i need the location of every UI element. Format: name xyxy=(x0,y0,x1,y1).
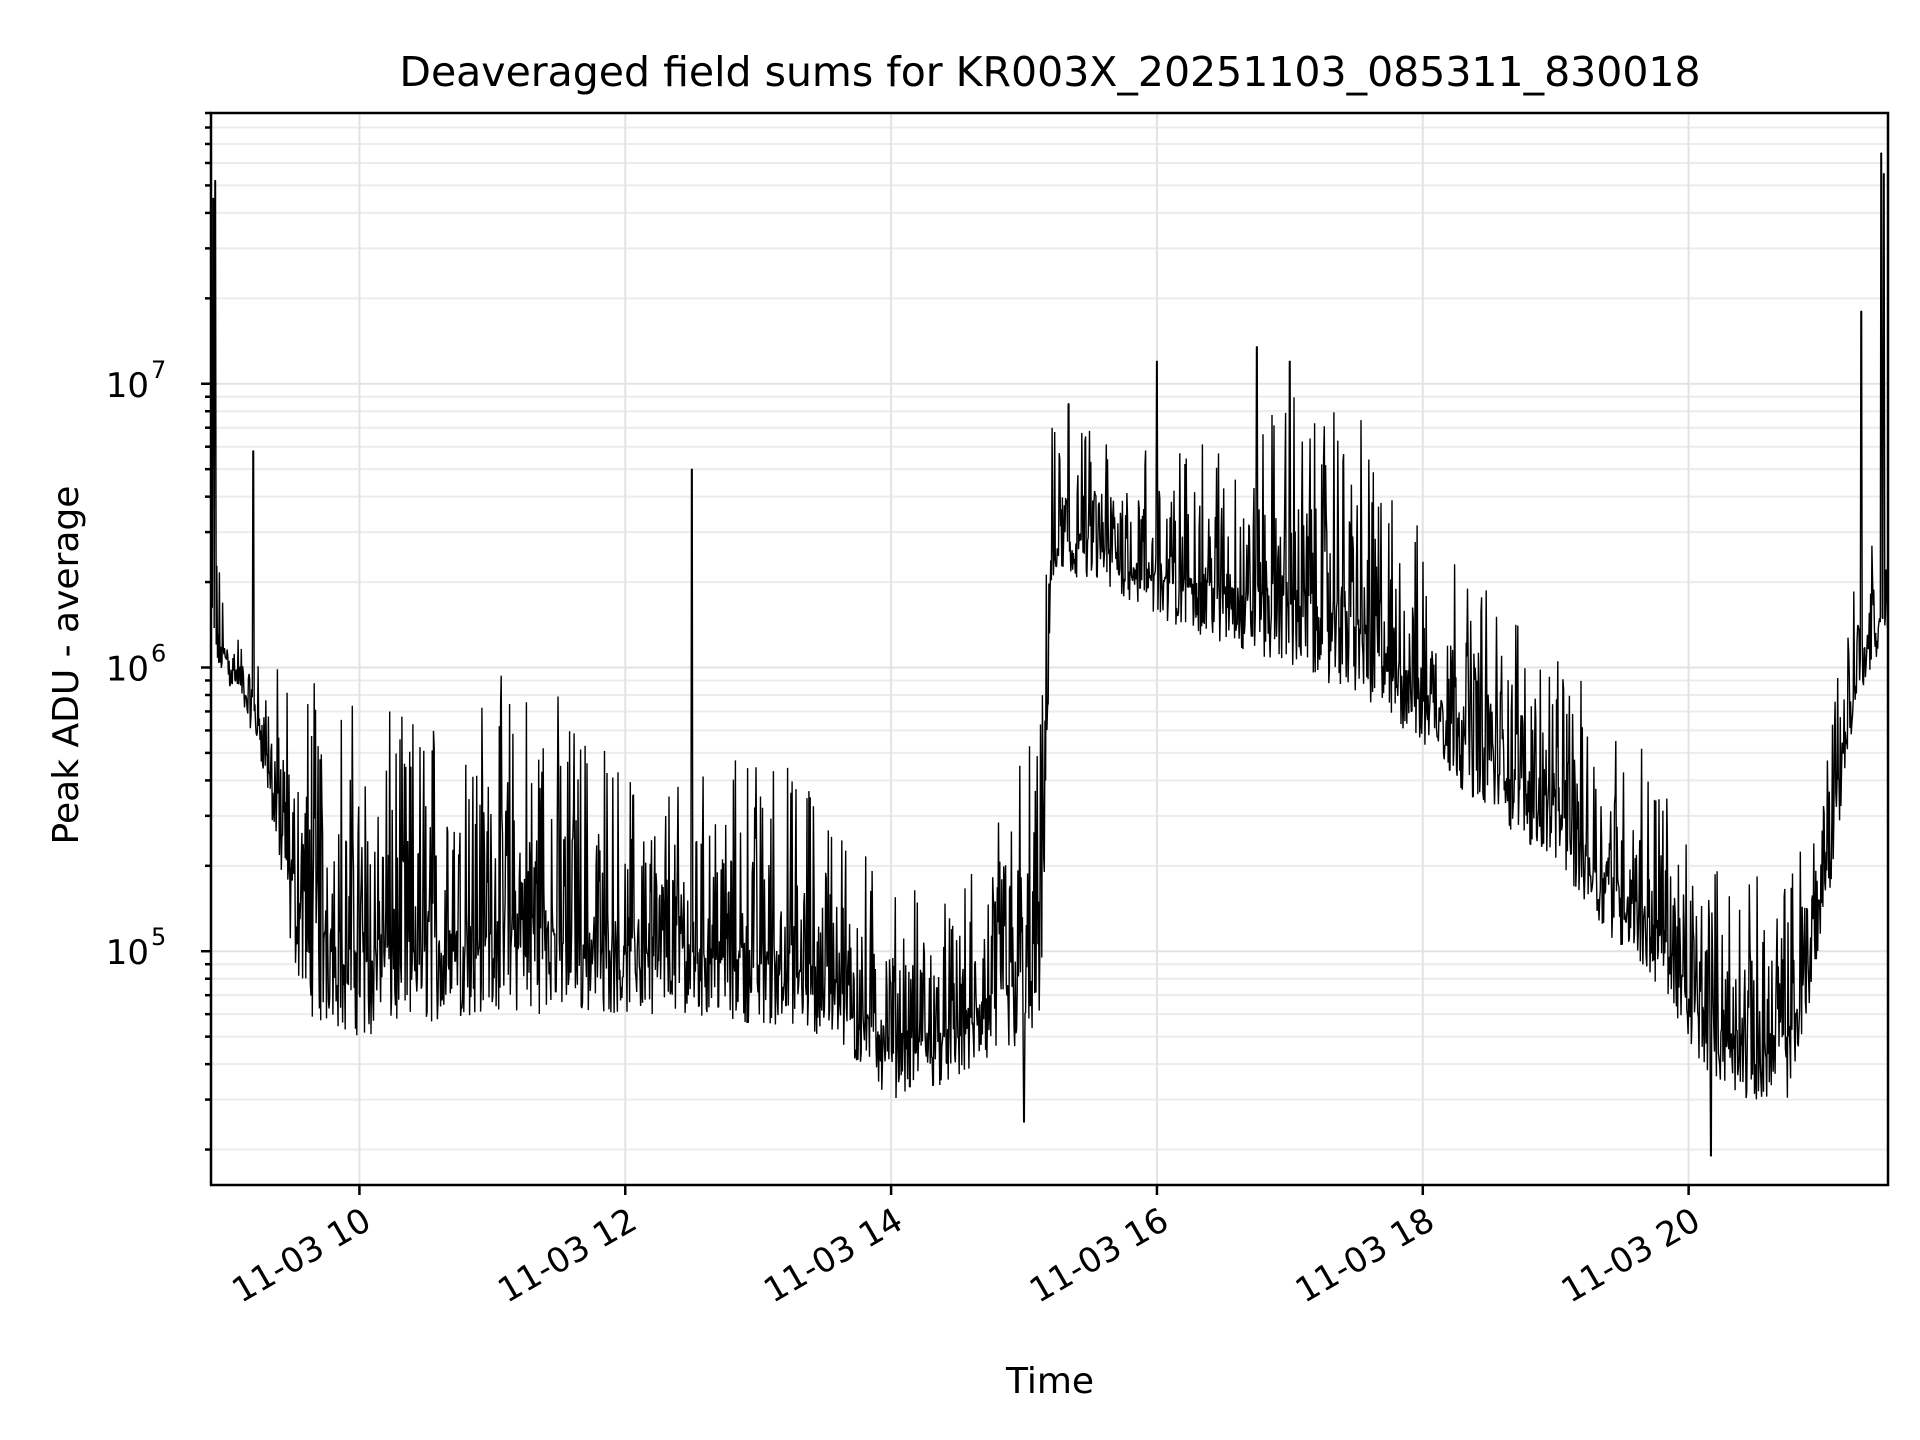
plot-area xyxy=(211,152,1888,1157)
x-axis-label: Time xyxy=(1005,1361,1094,1402)
plot-frame xyxy=(209,111,1890,1187)
y-tick-label: 10 xyxy=(106,933,149,973)
y-tick-exponent: 7 xyxy=(151,356,166,384)
series-line xyxy=(211,152,1888,1157)
y-tick-exponent: 6 xyxy=(151,639,166,667)
y-tick-label: 10 xyxy=(106,366,149,406)
chart-title: Deaveraged field sums for KR003X_2025110… xyxy=(399,48,1700,96)
y-axis-label: Peak ADU - average xyxy=(46,486,87,845)
y-tick-label: 10 xyxy=(106,649,149,689)
y-tick-exponent: 5 xyxy=(151,923,166,951)
